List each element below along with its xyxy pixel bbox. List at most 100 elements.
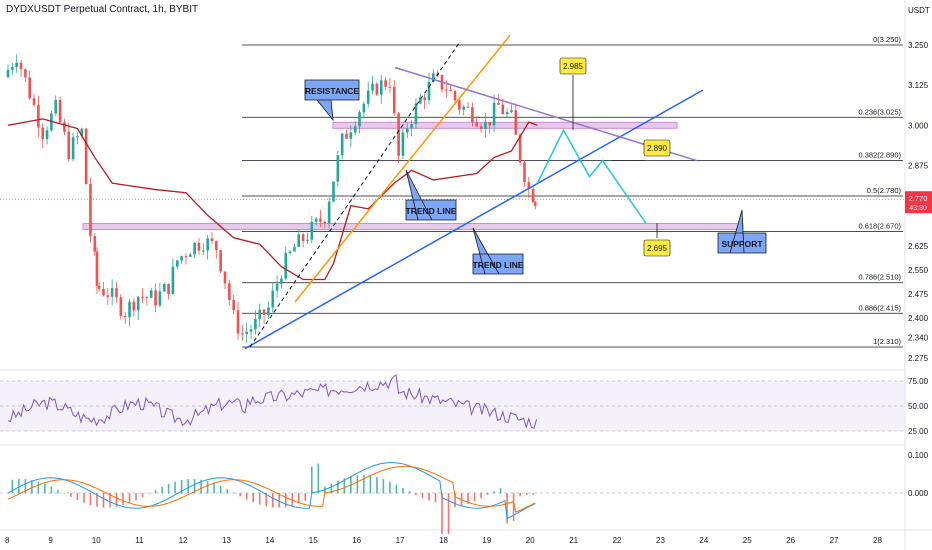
candle-body	[297, 234, 301, 247]
macd-histogram-bar	[102, 493, 105, 508]
x-tick-label: 9	[48, 536, 53, 545]
candle-body	[397, 113, 400, 156]
candle-body	[471, 107, 474, 123]
candle-body	[84, 128, 88, 185]
macd-histogram-bar	[330, 483, 333, 494]
candle-body	[145, 297, 149, 299]
x-tick-label: 12	[179, 536, 188, 545]
orange-trend-line	[294, 34, 511, 303]
candle-body	[228, 283, 231, 300]
candle-body	[32, 98, 36, 105]
macd-histogram-bar	[258, 493, 261, 505]
macd-histogram-bar	[467, 493, 469, 504]
candle-body	[301, 234, 305, 241]
trend-line-label-2-bg	[472, 227, 524, 275]
candle-body	[484, 122, 487, 129]
x-tick-label: 26	[786, 536, 795, 545]
macd-histogram-bar	[271, 493, 274, 508]
macd-histogram-bar	[187, 479, 189, 494]
candle-body	[249, 329, 253, 332]
candle-body	[188, 254, 192, 257]
candle-body	[284, 252, 288, 279]
macd-histogram-bar	[304, 493, 307, 501]
candle-body	[327, 201, 331, 224]
candle-body	[319, 218, 322, 222]
candle-body	[392, 86, 396, 114]
x-tick-label: 25	[743, 536, 752, 545]
support-label-bg	[717, 209, 767, 254]
macd-histogram-bar	[395, 484, 398, 494]
macd-histogram-bar	[70, 493, 72, 497]
price-tag-bg	[905, 191, 932, 214]
x-tick-label: 8	[5, 536, 10, 545]
candle-body	[267, 307, 270, 315]
x-tick-label: 24	[699, 536, 708, 545]
macd-histogram-bar	[161, 486, 163, 494]
candle-body	[89, 184, 92, 237]
macd-tick-label: 0.100	[908, 451, 929, 460]
macd-histogram-bar	[473, 493, 476, 502]
macd-histogram-bar	[154, 489, 157, 494]
macd-histogram-bar	[83, 493, 85, 503]
macd-histogram-bar	[434, 493, 437, 503]
candle-body	[175, 260, 179, 267]
fib-level-label: 0.382(2.890)	[858, 151, 901, 160]
macd-histogram-bar	[493, 491, 495, 494]
candle-body	[332, 181, 335, 202]
fib-level-label: 0.786(2.510)	[858, 273, 901, 282]
candle-body	[41, 127, 45, 140]
macd-histogram-bar	[317, 463, 320, 494]
y-tick-label: 2.275	[908, 354, 929, 363]
candle-body	[306, 239, 309, 241]
y-tick-label: 2.625	[908, 242, 929, 251]
x-tick-label: 20	[526, 536, 535, 545]
candle-body	[254, 318, 257, 330]
macd-histogram-bar	[506, 493, 508, 524]
x-tick-label: 19	[482, 536, 491, 545]
candle-body	[80, 128, 84, 137]
macd-histogram-bar	[148, 493, 150, 494]
candle-body	[6, 69, 10, 78]
x-tick-label: 21	[569, 536, 578, 545]
candle-body	[93, 236, 97, 252]
candle-body	[314, 218, 318, 222]
candle-body	[210, 238, 214, 242]
candle-body	[223, 271, 227, 284]
macd-histogram-bar	[512, 493, 515, 521]
candle-body	[28, 77, 31, 99]
macd-histogram-bar	[454, 493, 456, 508]
macd-line	[7, 462, 536, 520]
candle-body	[366, 90, 370, 104]
candle-body	[154, 290, 157, 306]
macd-histogram-bar	[532, 493, 534, 495]
candle-body	[97, 286, 101, 290]
trend-line-label-1-bg	[405, 169, 457, 221]
candle-body	[501, 104, 505, 114]
rsi-tick-label: 25.00	[908, 427, 929, 436]
rsi-tick-label: 75.00	[908, 377, 929, 386]
candle-body	[24, 69, 27, 78]
candle-body	[141, 296, 144, 298]
macd-histogram-bar	[180, 480, 183, 494]
candle-body	[106, 295, 110, 297]
macd-signal-line	[7, 465, 536, 513]
x-tick-label: 16	[352, 536, 361, 545]
candle-body	[340, 133, 344, 156]
blue-trend-line	[244, 89, 704, 350]
fib-level-label: 0.236(3.025)	[858, 107, 901, 116]
macd-histogram-bar	[115, 493, 118, 507]
candle-body	[149, 290, 153, 298]
currency-label: USDT	[908, 6, 930, 15]
candle-body	[271, 290, 275, 308]
macd-histogram-bar	[291, 493, 294, 506]
trend-line-label-2: TREND LINE	[473, 260, 524, 270]
candle-body	[527, 182, 531, 189]
macd-histogram-bar	[297, 493, 300, 504]
candle-body	[449, 89, 452, 91]
candle-body	[523, 162, 526, 183]
macd-histogram-bar	[239, 493, 241, 497]
macd-histogram-bar	[337, 480, 339, 494]
candle-body	[71, 137, 75, 160]
macd-histogram-bar	[193, 479, 196, 494]
